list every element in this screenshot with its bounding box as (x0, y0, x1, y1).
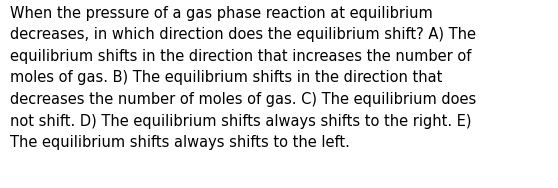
Text: When the pressure of a gas phase reaction at equilibrium
decreases, in which dir: When the pressure of a gas phase reactio… (10, 6, 477, 150)
